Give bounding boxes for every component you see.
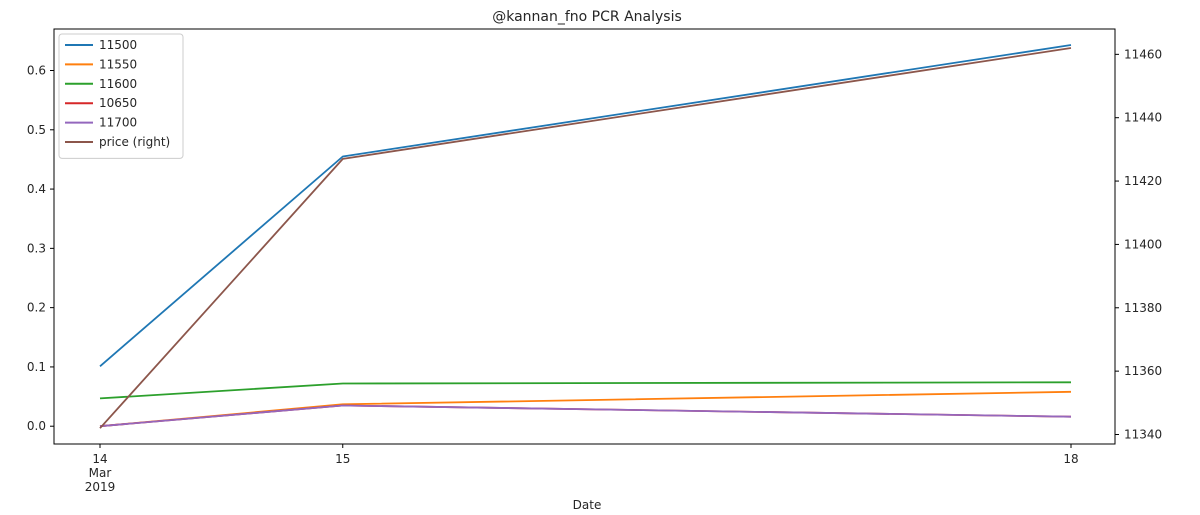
x-tick-label: 2019	[85, 480, 116, 494]
left-tick-label: 0.1	[27, 360, 46, 374]
left-tick-label: 0.6	[27, 64, 46, 78]
left-tick-label: 0.2	[27, 301, 46, 315]
right-y-axis: 11340 11360 11380 11400 11420 11440 11460	[1115, 47, 1162, 441]
legend-label: 11600	[99, 77, 137, 91]
legend-label: 11550	[99, 57, 137, 71]
legend-label: 11500	[99, 38, 137, 52]
right-tick-label: 11460	[1124, 47, 1162, 61]
series-line-4	[99, 404, 1072, 428]
left-tick-label: 0.0	[27, 419, 46, 433]
right-tick-label: 11440	[1124, 111, 1162, 125]
x-tick-label: 18	[1063, 452, 1078, 466]
right-tick-label: 11400	[1124, 237, 1162, 251]
series-line-5	[99, 47, 1072, 429]
x-tick-label: 14	[92, 452, 107, 466]
plot-frame	[53, 28, 1116, 445]
x-tick-label: 15	[335, 452, 350, 466]
left-tick-label: 0.4	[27, 182, 46, 196]
series-layer	[99, 44, 1072, 429]
left-tick-label: 0.5	[27, 123, 46, 137]
right-tick-label: 11360	[1124, 364, 1162, 378]
series-line-2	[99, 381, 1072, 400]
left-y-axis: 0.0 0.1 0.2 0.3 0.4 0.5 0.6	[27, 64, 54, 433]
legend-label: price (right)	[99, 135, 170, 149]
right-tick-label: 11420	[1124, 174, 1162, 188]
legend-label: 11700	[99, 116, 137, 130]
right-tick-label: 11380	[1124, 301, 1162, 315]
x-axis-label: Date	[573, 498, 602, 512]
chart-title: @kannan_fno PCR Analysis	[492, 9, 682, 25]
legend: 11500 11550 11600 10650 11700 price (right)	[58, 33, 184, 159]
legend-label: 10650	[99, 96, 137, 110]
x-tick-label: Mar	[89, 466, 112, 480]
left-tick-label: 0.3	[27, 241, 46, 255]
right-tick-label: 11340	[1124, 427, 1162, 441]
series-line-0	[99, 44, 1072, 367]
